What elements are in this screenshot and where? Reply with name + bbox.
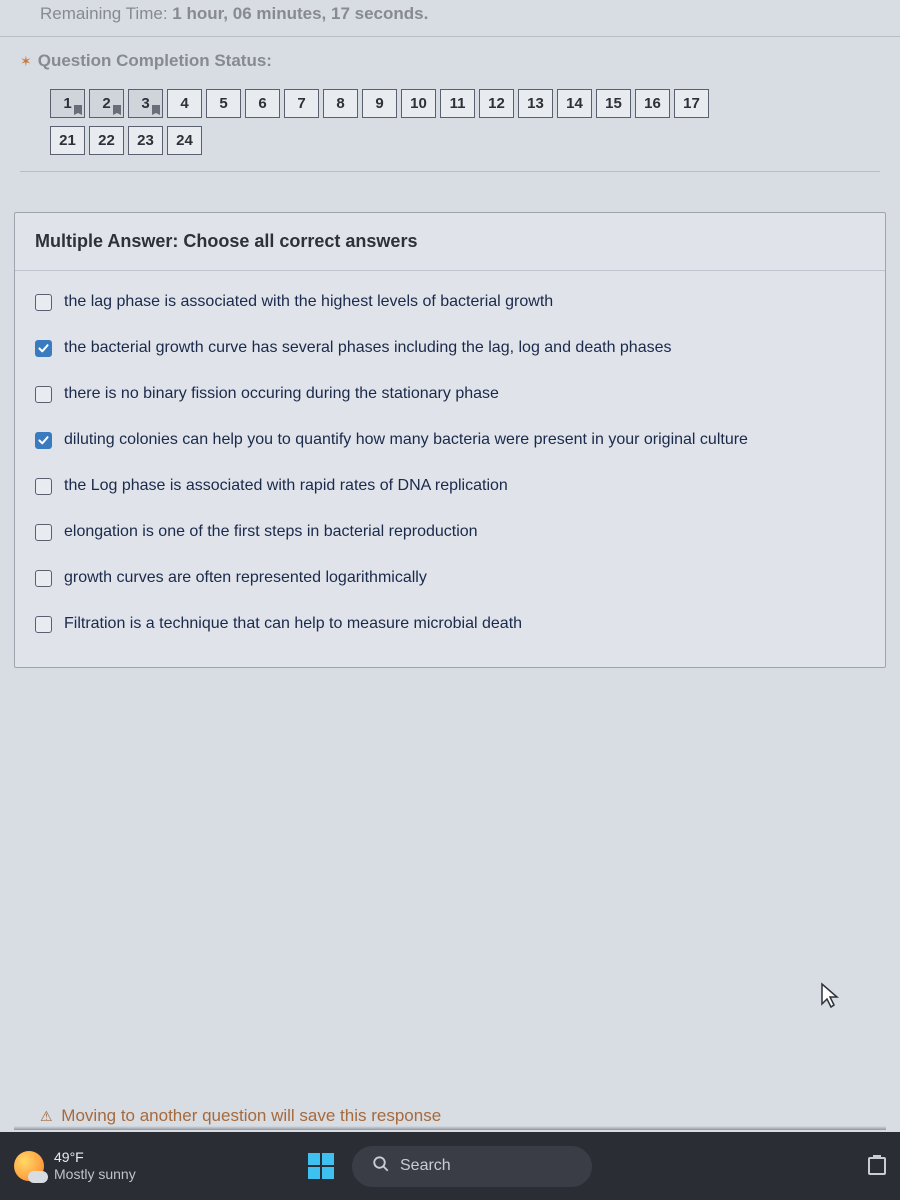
answer-row: growth curves are often represented loga… [35,555,865,601]
question-nav-16[interactable]: 16 [635,89,670,118]
save-notice: ⚠ Moving to another question will save t… [40,1106,441,1126]
answer-row: there is no binary fission occuring duri… [35,371,865,417]
question-nav-11[interactable]: 11 [440,89,475,118]
question-nav-4[interactable]: 4 [167,89,202,118]
save-notice-text: Moving to another question will save thi… [61,1106,441,1125]
search-placeholder: Search [400,1157,451,1175]
question-box: Multiple Answer: Choose all correct answ… [14,212,886,668]
question-nav-21[interactable]: 21 [50,126,85,155]
answer-row: the Log phase is associated with rapid r… [35,463,865,509]
question-nav-15[interactable]: 15 [596,89,631,118]
answer-text: Filtration is a technique that can help … [64,615,522,633]
answer-checkbox-5[interactable] [35,524,52,541]
taskbar-center: Search [308,1146,592,1187]
taskbar-right [868,1157,886,1175]
weather-desc: Mostly sunny [54,1166,136,1183]
question-type: Multiple Answer: [35,231,178,251]
question-nav-9[interactable]: 9 [362,89,397,118]
warning-icon: ⚠ [40,1108,53,1125]
question-nav-13[interactable]: 13 [518,89,553,118]
cursor-icon [820,982,840,1010]
answer-row: elongation is one of the first steps in … [35,509,865,555]
weather-icon [14,1151,44,1181]
question-nav-10[interactable]: 10 [401,89,436,118]
question-nav-8[interactable]: 8 [323,89,358,118]
taskbar-search[interactable]: Search [352,1146,592,1187]
answer-text: the lag phase is associated with the hig… [64,293,553,311]
answer-text: elongation is one of the first steps in … [64,523,478,541]
question-nav-17[interactable]: 17 [674,89,709,118]
answer-text: the Log phase is associated with rapid r… [64,477,508,495]
answer-checkbox-3[interactable] [35,432,52,449]
question-nav-24[interactable]: 24 [167,126,202,155]
question-instruction: Choose all correct answers [183,231,417,251]
weather-temp: 49°F [54,1149,136,1166]
answer-checkbox-7[interactable] [35,616,52,633]
timer-value: 1 hour, 06 minutes, 17 seconds. [172,4,428,23]
question-nav-7[interactable]: 7 [284,89,319,118]
answer-checkbox-2[interactable] [35,386,52,403]
timer-row: Remaining Time: 1 hour, 06 minutes, 17 s… [0,0,900,36]
answer-row: Filtration is a technique that can help … [35,601,865,647]
answer-text: diluting colonies can help you to quanti… [64,431,748,449]
question-nav-12[interactable]: 12 [479,89,514,118]
answer-row: diluting colonies can help you to quanti… [35,417,865,463]
question-nav-23[interactable]: 23 [128,126,163,155]
divider [20,171,880,172]
status-title: Question Completion Status: [38,51,272,71]
question-nav-6[interactable]: 6 [245,89,280,118]
answer-checkbox-4[interactable] [35,478,52,495]
question-header: Multiple Answer: Choose all correct answ… [15,213,885,271]
answer-checkbox-0[interactable] [35,294,52,311]
cutoff-shadow [14,1126,886,1130]
timer-label: Remaining Time: [40,4,168,23]
question-nav-5[interactable]: 5 [206,89,241,118]
question-nav-2[interactable]: 2 [89,89,124,118]
weather-text: 49°F Mostly sunny [54,1149,136,1183]
answers-list: the lag phase is associated with the hig… [15,271,885,667]
tray-icon[interactable] [868,1157,886,1175]
search-icon [372,1155,390,1178]
question-nav-14[interactable]: 14 [557,89,592,118]
question-nav-3[interactable]: 3 [128,89,163,118]
answer-text: the bacterial growth curve has several p… [64,339,672,357]
status-section: ✶ Question Completion Status: 1234567891… [0,36,900,182]
question-nav-1[interactable]: 1 [50,89,85,118]
question-nav-22[interactable]: 22 [89,126,124,155]
start-button[interactable] [308,1153,334,1179]
expand-icon: ✶ [20,53,32,70]
status-header[interactable]: ✶ Question Completion Status: [20,51,880,71]
answer-checkbox-6[interactable] [35,570,52,587]
answer-row: the lag phase is associated with the hig… [35,279,865,325]
weather-widget[interactable]: 49°F Mostly sunny [14,1149,136,1183]
answer-text: growth curves are often represented loga… [64,569,427,587]
answer-row: the bacterial growth curve has several p… [35,325,865,371]
answer-checkbox-1[interactable] [35,340,52,357]
answer-text: there is no binary fission occuring duri… [64,385,499,403]
taskbar: 49°F Mostly sunny Search [0,1132,900,1200]
question-number-grid: 123456789101112131415161721222324 [20,89,880,155]
